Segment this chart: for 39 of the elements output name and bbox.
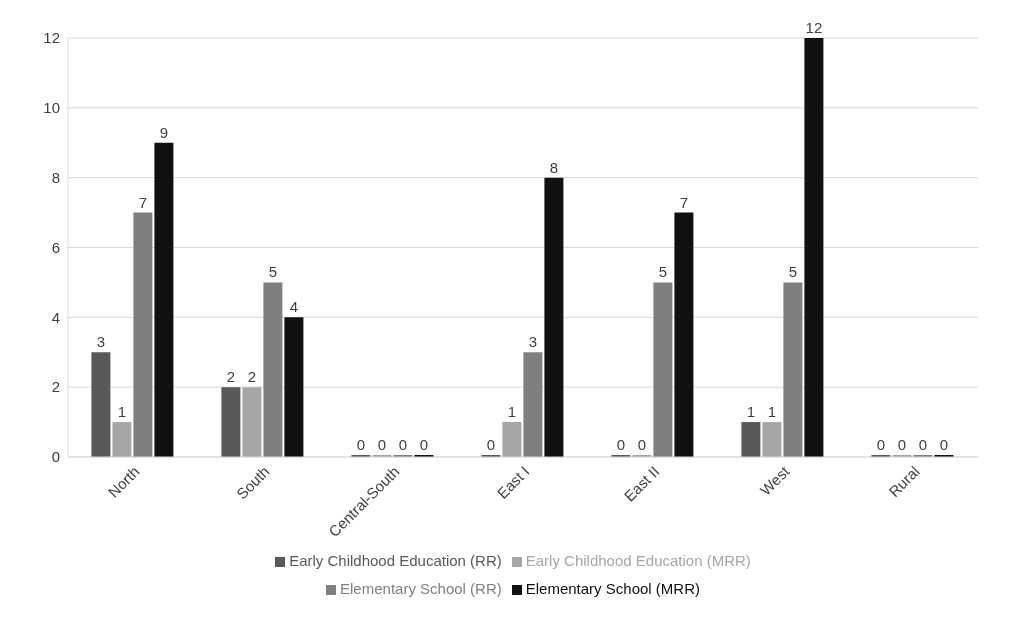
- y-tick-label: 6: [51, 238, 60, 256]
- y-tick-label: 4: [51, 308, 60, 326]
- data-label: 0: [419, 436, 429, 453]
- data-label: 0: [939, 436, 949, 453]
- data-label: 1: [507, 403, 517, 421]
- y-tick-label: 8: [51, 168, 60, 186]
- legend-label: Early Childhood Education (RR): [289, 552, 502, 569]
- data-label: 4: [289, 298, 299, 316]
- legend-label: Elementary School (RR): [340, 580, 502, 597]
- data-label: 3: [96, 333, 106, 351]
- y-tick-label: 0: [51, 448, 60, 466]
- data-label: 1: [767, 403, 777, 421]
- y-tick-label: 10: [43, 99, 60, 117]
- legend-label: Early Childhood Education (MRR): [525, 552, 751, 569]
- data-label: 0: [356, 436, 366, 453]
- data-label: 1: [117, 403, 127, 421]
- data-label: 2: [226, 368, 236, 386]
- y-tick-label: 12: [43, 29, 60, 47]
- data-label: 5: [268, 263, 278, 281]
- y-tick-label: 2: [51, 378, 60, 396]
- data-label: 0: [486, 436, 496, 453]
- data-label: 2: [247, 368, 257, 386]
- data-label: 7: [138, 193, 148, 211]
- data-label: 12: [805, 19, 823, 36]
- data-label: 5: [788, 263, 798, 281]
- data-label: 1: [746, 403, 756, 421]
- data-label: 0: [616, 436, 626, 453]
- data-label: 8: [549, 158, 559, 176]
- data-label: 9: [159, 123, 169, 141]
- data-label: 0: [398, 436, 408, 453]
- data-label: 0: [897, 436, 907, 453]
- data-label: 7: [679, 193, 689, 211]
- data-label: 3: [528, 333, 538, 351]
- data-label: 0: [637, 436, 647, 453]
- data-label: 0: [876, 436, 886, 453]
- data-label: 0: [918, 436, 928, 453]
- data-label: 5: [658, 263, 668, 281]
- data-label: 0: [377, 436, 387, 453]
- legend-label: Elementary School (MRR): [525, 580, 700, 597]
